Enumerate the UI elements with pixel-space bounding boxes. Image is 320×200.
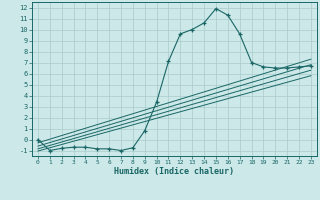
- X-axis label: Humidex (Indice chaleur): Humidex (Indice chaleur): [115, 167, 234, 176]
